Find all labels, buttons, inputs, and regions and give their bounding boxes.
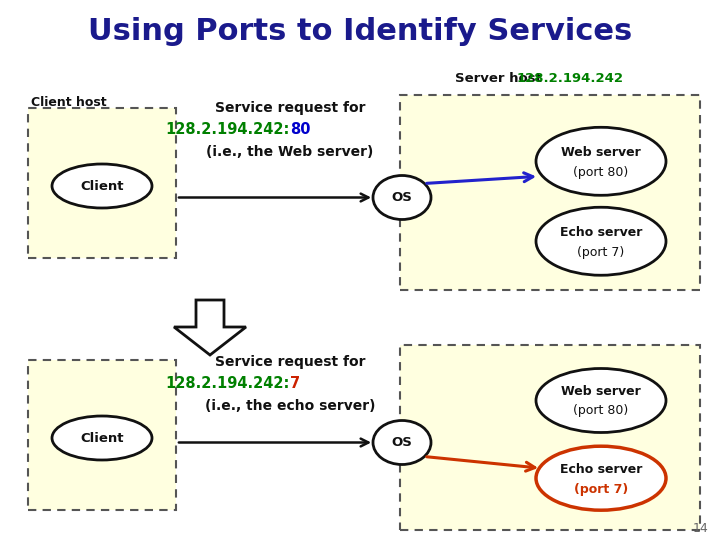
Text: 14: 14 xyxy=(692,522,708,535)
Text: OS: OS xyxy=(392,436,413,449)
Text: 128.2.194.242:: 128.2.194.242: xyxy=(166,376,290,392)
Ellipse shape xyxy=(373,176,431,219)
Ellipse shape xyxy=(373,421,431,464)
Ellipse shape xyxy=(536,368,666,433)
Text: Using Ports to Identify Services: Using Ports to Identify Services xyxy=(88,17,632,46)
Text: Server host: Server host xyxy=(455,71,546,84)
Ellipse shape xyxy=(536,127,666,195)
Text: Web server: Web server xyxy=(561,385,641,398)
Polygon shape xyxy=(174,300,246,355)
Text: 128.2.194.242: 128.2.194.242 xyxy=(517,71,624,84)
Text: 7: 7 xyxy=(290,376,300,392)
Ellipse shape xyxy=(52,164,152,208)
Text: (i.e., the echo server): (i.e., the echo server) xyxy=(204,399,375,413)
Text: Service request for: Service request for xyxy=(215,101,365,115)
Bar xyxy=(400,95,700,290)
Text: Client: Client xyxy=(80,179,124,192)
Ellipse shape xyxy=(536,446,666,510)
Text: (port 80): (port 80) xyxy=(573,404,629,417)
Text: Client host: Client host xyxy=(31,96,107,109)
Bar xyxy=(28,108,176,258)
Ellipse shape xyxy=(52,416,152,460)
Text: 128.2.194.242:: 128.2.194.242: xyxy=(166,123,290,138)
Text: (port 7): (port 7) xyxy=(574,483,628,496)
Text: Service request for: Service request for xyxy=(215,355,365,369)
Text: 80: 80 xyxy=(290,123,310,138)
Ellipse shape xyxy=(536,207,666,275)
Text: (i.e., the Web server): (i.e., the Web server) xyxy=(207,145,374,159)
Bar xyxy=(28,360,176,510)
Text: OS: OS xyxy=(392,191,413,204)
Text: Echo server: Echo server xyxy=(560,226,642,239)
Bar xyxy=(400,345,700,530)
Text: Echo server: Echo server xyxy=(560,463,642,476)
Text: Web server: Web server xyxy=(561,146,641,159)
Text: Client: Client xyxy=(80,431,124,444)
Text: (port 80): (port 80) xyxy=(573,166,629,179)
Text: (port 7): (port 7) xyxy=(577,246,625,259)
